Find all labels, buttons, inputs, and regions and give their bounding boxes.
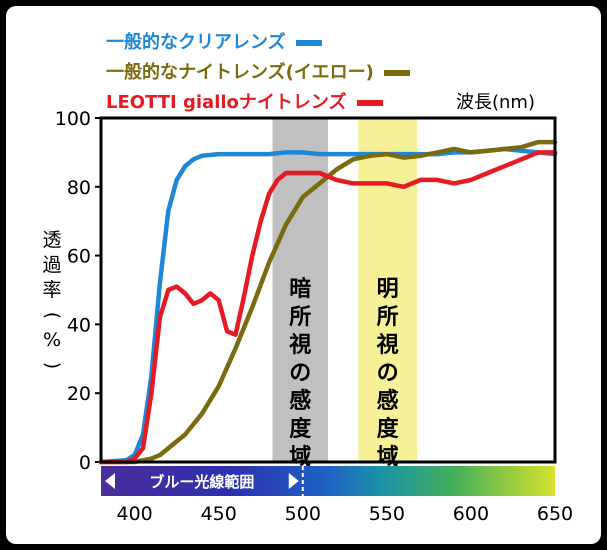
y-axis-title: 透 過 率 ( % ): [40, 228, 64, 378]
x-axis-title: 波長(nm): [456, 92, 535, 113]
y-title-char: 透: [42, 229, 62, 251]
legend-item-clear: 一般的なクリアレンズ: [106, 32, 322, 54]
y-tick-label: 40: [67, 314, 91, 336]
spectrum-bar: [101, 466, 555, 496]
legend-swatch-clear: [295, 40, 322, 46]
y-tick-label: 80: [67, 177, 91, 199]
band-label: 明所視の感度域: [377, 277, 400, 470]
y-tick-label: 0: [79, 452, 91, 474]
chart-frame: 一般的なクリアレンズ 一般的なナイトレンズ(イエロー) LEOTTI giall…: [6, 6, 601, 544]
legend-label-yellow: 一般的なナイトレンズ(イエロー): [106, 62, 374, 83]
x-tick-label: 400: [116, 503, 152, 525]
legend-swatch-leotti: [356, 100, 383, 106]
x-tick-label: 500: [285, 503, 321, 525]
legend-item-leotti: LEOTTI gialloナイトレンズ: [106, 92, 383, 114]
arrow-left-icon: [105, 473, 115, 489]
legend-item-yellow: 一般的なナイトレンズ(イエロー): [106, 62, 411, 84]
plot-border: [99, 116, 557, 464]
y-tick-label: 100: [55, 108, 91, 130]
y-title-char: %: [42, 329, 62, 351]
y-title-char: 率: [42, 279, 62, 301]
series-line: [98, 150, 558, 465]
arrow-right-icon: [288, 473, 299, 489]
legend-label-clear: 一般的なクリアレンズ: [106, 32, 286, 53]
legend-label-leotti: LEOTTI gialloナイトレンズ: [106, 92, 347, 113]
blue-light-label: ブルー光線範囲: [149, 473, 254, 491]
x-tick-label: 550: [369, 503, 405, 525]
x-tick-label: 600: [453, 503, 489, 525]
sensitivity-band: [358, 118, 418, 462]
y-title-char: 過: [42, 254, 62, 276]
x-tick-label: 650: [537, 503, 573, 525]
legend-swatch-yellow: [384, 70, 411, 76]
band-label: 暗所視の感度域: [289, 276, 312, 470]
x-tick-label: 450: [201, 503, 237, 525]
line-chart: 暗所視の感度域 明所視の感度域 0 20 40 60 80 100 ブルー光線範囲 400 450 5…: [55, 108, 573, 525]
y-tick-label: 20: [67, 383, 91, 405]
y-tick-label: 60: [67, 246, 91, 268]
